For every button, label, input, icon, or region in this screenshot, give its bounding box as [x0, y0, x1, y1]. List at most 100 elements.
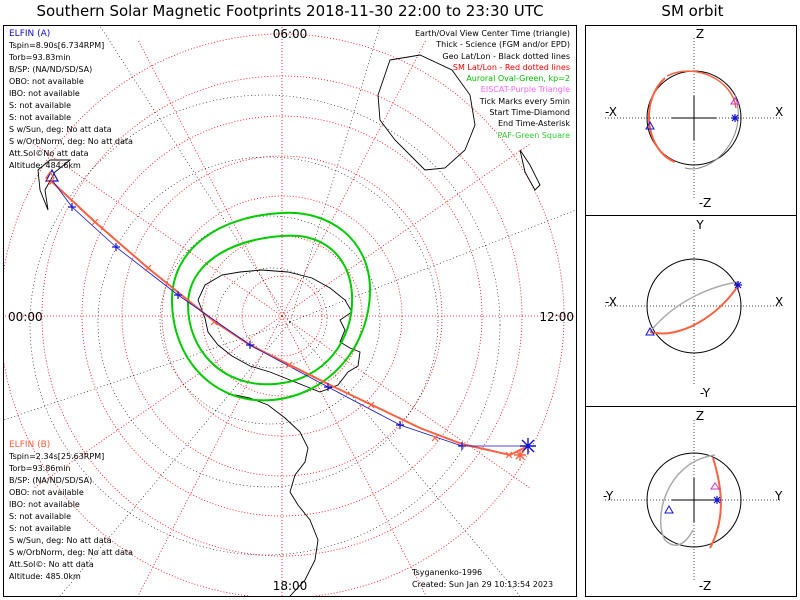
eiscat-marker: [730, 97, 740, 105]
model-name: Tsyganenko-1996: [412, 568, 483, 577]
orbit-panel-xy: Y -Y -X X: [605, 218, 783, 400]
sm-lon-line: [281, 315, 427, 596]
elfin-b-info: ELFIN (B) Tspin=2.34s[25.63RPM] Torb=93.…: [9, 439, 133, 583]
elfin-b-line: B/SP: (NA/ND/SD/SA): [9, 476, 93, 485]
legend-item: EISCAT-Purple Triangle: [480, 85, 570, 95]
elfin-a-line: S: not available: [9, 101, 72, 110]
footprint-map-panel: [3, 25, 577, 597]
panel3-right-label: Y: [774, 489, 783, 503]
elfin-b-end-asterisk: [514, 449, 526, 461]
elfin-b-ticks: [91, 218, 513, 459]
footprint-tracks: [49, 179, 529, 457]
orbit-panel-yz-frame: [585, 406, 797, 597]
elfin-b-orbit: [709, 457, 722, 549]
elfin-a-line: B/SP: (NA/ND/SD/SA): [9, 65, 93, 74]
panel2-bottom-label: -Y: [700, 386, 711, 400]
elfin-b-tick: [431, 434, 439, 442]
geo-lon-line: [289, 321, 521, 596]
panel1-bottom-label: -Z: [699, 196, 712, 210]
elfin-b-line: OBO: not available: [9, 488, 84, 497]
elfin-a-end-asterisk: [520, 438, 536, 454]
africa-outline: [37, 159, 72, 211]
elfin-a-label: ELFIN (A): [9, 29, 51, 39]
geo-lon-line: [99, 26, 291, 323]
elfin-b-tick: [367, 401, 375, 409]
mlt-label-left: 00:00: [8, 310, 43, 324]
elfin-a-line: Att.Sol©No att data: [9, 149, 89, 158]
panel3-top-label: Z: [696, 409, 704, 423]
elfin-b-label: ELFIN (B): [9, 440, 51, 450]
elfin-b-tick: [144, 264, 152, 272]
elfin-b-line: S w/Sun, deg: No att data: [9, 536, 112, 545]
end-markers: [514, 438, 536, 461]
auroral-oval: [170, 211, 372, 402]
legend-item: SM Lat/Lon - Red dotted lines: [452, 62, 570, 72]
geo-lon-line: [59, 321, 291, 596]
geo-lon-line: [289, 26, 381, 323]
geo-lat-circle: [97, 156, 439, 488]
elfin-b-tick: [285, 361, 293, 369]
sm-lon-line: [281, 39, 427, 317]
geo-lat-circle: [159, 215, 381, 425]
panel1-top-label: Z: [696, 27, 704, 41]
elfin-a-line: S w/OrbNorm, deg: No att data: [9, 137, 133, 146]
panel1-right-label: X: [775, 105, 783, 119]
elfin-a-info: ELFIN (A) Tspin=8.90s[6.734RPM] Torb=93.…: [9, 28, 133, 172]
orbit-panel-yz: Z -Z -Y Y: [603, 409, 783, 593]
elfin-b-line: S w/OrbNorm, deg: No att data: [9, 548, 133, 557]
elfin-a-ticks: [68, 203, 466, 450]
geo-lat-circle: [216, 267, 328, 369]
elfin-a-line: IBO: not available: [9, 89, 80, 98]
sm-lon-line: [33, 143, 283, 317]
elfin-b-line: S: not available: [9, 524, 72, 533]
elfin-a-tick: [246, 341, 254, 349]
legend: Earth/Oval View Center Time (triangle) T…: [415, 28, 570, 141]
geo-lon-line: [289, 209, 576, 323]
coastlines: [37, 54, 541, 596]
sm-lat-circle: [81, 115, 483, 517]
elfin-b-line: Att.Sol©: No att data: [9, 560, 94, 569]
elfin-b-start-diamond: [45, 170, 55, 186]
elfin-a-orbit: [666, 70, 737, 109]
elfin-b-orbit: [649, 283, 740, 335]
elfin-a-tick: [324, 383, 332, 391]
elfin-b-line: Tspin=2.34s[25.63RPM]: [9, 452, 105, 461]
antarctica-outline: [197, 269, 361, 393]
sm-orbit-panels: Z -Z -X X Y -Y -X X Z -Z -Y Y: [603, 27, 783, 593]
earth-circle: [646, 258, 742, 354]
panel2-top-label: Y: [695, 218, 704, 232]
orbit-panel-xz: Z -Z -X X: [605, 27, 783, 210]
elfin-b-tick: [505, 451, 513, 459]
legend-item: Start Time-Diamond: [489, 108, 570, 118]
elfin-a-line: S: not available: [9, 113, 72, 122]
sm-lon-line: [33, 315, 283, 489]
created-timestamp: Created: Sun Jan 29 10:13:54 2023: [412, 580, 554, 589]
elfin-b-tick: [210, 318, 218, 326]
legend-item: End Time-Asterisk: [497, 119, 570, 129]
mlt-label-bottom: 18:00: [273, 579, 308, 593]
sm-lon-line: [137, 39, 283, 317]
sm-lon-line: [281, 143, 531, 317]
footer: Tsyganenko-1996 Created: Sun Jan 29 10:1…: [412, 567, 553, 591]
sm-lat-circle: [201, 235, 363, 397]
elfin-a-end-marker: [731, 114, 739, 122]
legend-item: PAF-Green Square: [497, 130, 571, 140]
elfin-a-tick: [174, 291, 182, 299]
australia-outline: [377, 54, 476, 171]
auroral-oval-inner: [186, 234, 354, 386]
elfin-a-start-marker: [664, 504, 674, 514]
legend-item: Tick Marks every 5min: [479, 96, 570, 106]
elfin-b-orbit: [648, 77, 676, 163]
legend-item: Auroral Oval-Green, kp=2: [466, 74, 570, 84]
geo-lon-line: [4, 321, 291, 421]
elfin-a-end-marker: [734, 281, 742, 289]
orbit-back: [684, 94, 739, 170]
elfin-a-end-marker: [713, 496, 721, 504]
elfin-a-tick: [396, 421, 404, 429]
elfin-b-line: IBO: not available: [9, 500, 80, 509]
geo-grid: [4, 26, 576, 596]
panel1-left-label: -X: [605, 105, 617, 119]
elfin-a-tick: [112, 243, 120, 251]
start-markers: [44, 168, 60, 186]
legend-item: Geo Lat/Lon - Black dotted lines: [442, 51, 570, 61]
